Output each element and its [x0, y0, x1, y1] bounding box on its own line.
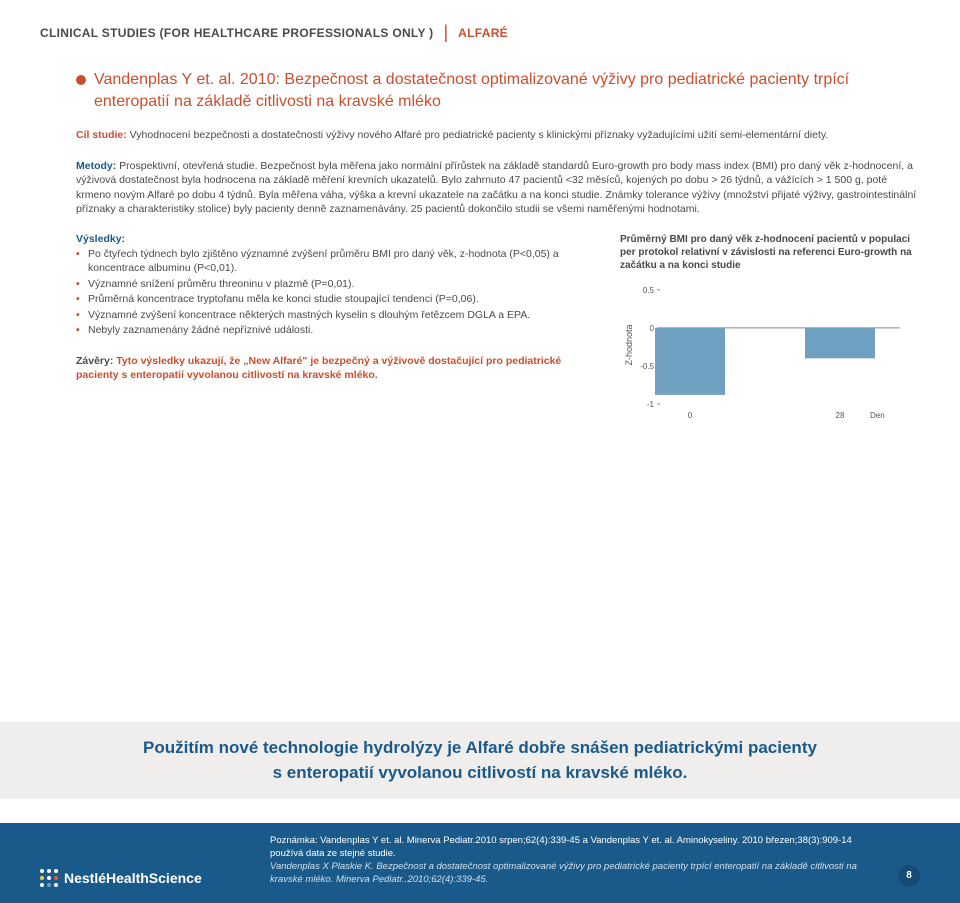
conclusion-label: Závěry: [76, 355, 116, 367]
study-title: Vandenplas Y et. al. 2010: Bezpečnost a … [94, 69, 914, 112]
logo-dots-icon [40, 869, 58, 887]
methods-block: Metody: Prospektivní, otevřená studie. B… [40, 159, 920, 217]
conclusion-block: Závěry: Tyto výsledky ukazují, že „New A… [76, 354, 602, 383]
svg-text:28: 28 [836, 411, 845, 420]
footer: NestléHealthScience Poznámka: Vandenplas… [0, 823, 960, 902]
header-left: CLINICAL STUDIES (FOR HEALTHCARE PROFESS… [40, 26, 433, 40]
svg-text:-0.5: -0.5 [640, 362, 654, 371]
conclusion-text: Tyto výsledky ukazují, že „New Alfaré" j… [76, 355, 561, 382]
band-line2: s enteropatií vyvolanou citlivostí na kr… [60, 761, 900, 786]
svg-text:Z-hodnota: Z-hodnota [624, 324, 634, 365]
aim-text: Vyhodnocení bezpečnosti a dostatečnosti … [127, 129, 829, 141]
list-item: Nebyly zaznamenány žádné nepříznivé udál… [76, 323, 602, 337]
page-number-badge: 8 [898, 865, 920, 887]
aim-label: Cíl studie: [76, 129, 127, 141]
methods-text: Prospektivní, otevřená studie. Bezpečnos… [76, 160, 916, 215]
list-item: Po čtyřech týdnech bylo zjištěno významn… [76, 247, 602, 276]
logo-text: NestléHealthScience [64, 870, 202, 886]
highlight-band: Použitím nové technologie hydrolýzy je A… [0, 722, 960, 799]
header-right: ALFARÉ [458, 26, 508, 40]
footer-note: Poznámka: Vandenplas Y et. al. Minerva P… [270, 835, 878, 886]
results-label: Výsledky: [76, 233, 125, 245]
aim-block: Cíl studie: Vyhodnocení bezpečnosti a do… [40, 128, 920, 142]
svg-text:0: 0 [650, 323, 655, 332]
title-row: Vandenplas Y et. al. 2010: Bezpečnost a … [40, 69, 920, 112]
list-item: Průměrná koncentrace tryptofanu měla ke … [76, 292, 602, 306]
svg-text:0.5: 0.5 [643, 285, 655, 294]
footer-note-line2: Vandenplas X Plaskie K. Bezpečnost a dos… [270, 861, 878, 887]
title-citation: Vandenplas Y et. al. [94, 71, 235, 88]
bmi-bar-chart: 0.5 0 -0.5 -1 0 28 Z-hodnota Den [620, 278, 910, 428]
brand-logo: NestléHealthScience [40, 869, 250, 887]
svg-text:0: 0 [688, 411, 693, 420]
band-line1: Použitím nové technologie hydrolýzy je A… [60, 736, 900, 761]
results-block: Výsledky: Po čtyřech týdnech bylo zjiště… [76, 233, 602, 338]
header-divider: | [443, 22, 448, 43]
chart-caption: Průměrný BMI pro daný věk z-hodnocení pa… [620, 233, 920, 272]
list-item: Významné snížení průměru threoninu v pla… [76, 277, 602, 291]
page-header: CLINICAL STUDIES (FOR HEALTHCARE PROFESS… [40, 22, 920, 43]
list-item: Významné zvýšení koncentrace některých m… [76, 308, 602, 322]
results-list: Po čtyřech týdnech bylo zjištěno významn… [76, 247, 602, 338]
footer-note-line1: Poznámka: Vandenplas Y et. al. Minerva P… [270, 835, 878, 861]
svg-text:-1: -1 [647, 400, 655, 409]
methods-label: Metody: [76, 160, 116, 172]
bullet-icon [76, 75, 86, 85]
svg-text:Den: Den [870, 411, 885, 420]
